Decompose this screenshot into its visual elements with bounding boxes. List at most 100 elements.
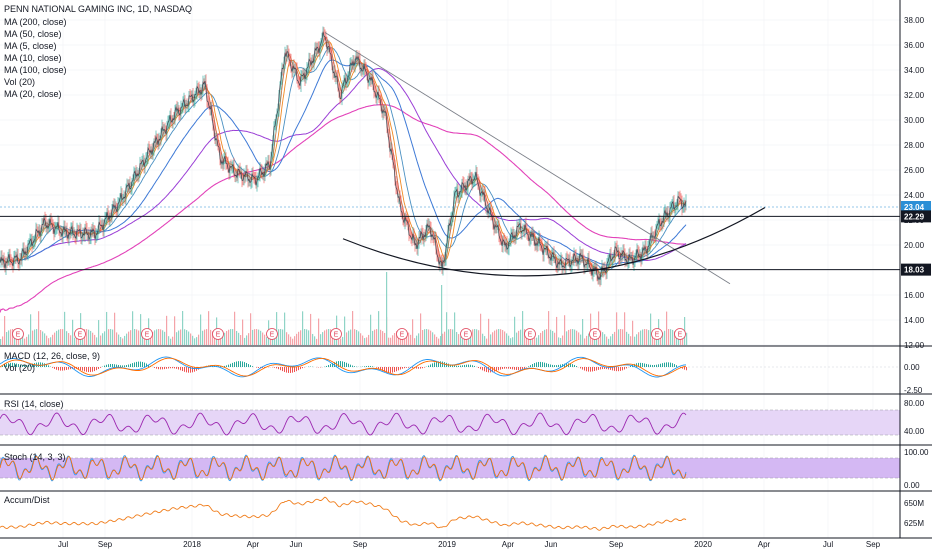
volume-bar <box>108 329 110 345</box>
macd-histogram-bar <box>588 367 589 372</box>
macd-histogram-bar <box>470 364 471 367</box>
volume-bar <box>220 337 222 345</box>
macd-histogram-bar <box>18 364 19 367</box>
volume-bar <box>8 330 10 345</box>
volume-bar <box>184 329 186 345</box>
macd-histogram-bar <box>134 362 135 367</box>
volume-bar <box>366 337 368 345</box>
macd-histogram-bar <box>82 367 83 371</box>
macd-histogram-bar <box>224 365 225 367</box>
volume-bar <box>388 337 390 345</box>
macd-histogram-bar <box>664 362 665 367</box>
volume-bar <box>392 335 394 345</box>
macd-histogram-bar <box>454 365 455 367</box>
macd-histogram-bar <box>614 367 615 371</box>
ma100-line <box>0 68 687 263</box>
legend-item-ma20: MA (20, close) <box>4 89 62 99</box>
macd-histogram-bar <box>354 366 355 367</box>
macd-histogram-bar <box>524 367 525 369</box>
volume-bar <box>54 332 56 345</box>
volume-bar <box>376 329 378 345</box>
macd-histogram-bar <box>570 363 571 367</box>
volume-bar <box>10 329 12 345</box>
macd-histogram-bar <box>458 365 459 367</box>
macd-histogram-bar <box>612 367 613 371</box>
macd-histogram-bar <box>256 367 257 368</box>
time-tick-label: 2020 <box>694 540 712 549</box>
price-tick-label: 36.00 <box>904 41 925 50</box>
volume-bar <box>138 330 140 345</box>
volume-bar <box>414 338 416 345</box>
volume-bar <box>26 336 28 345</box>
macd-histogram-bar <box>544 362 545 367</box>
volume-bar <box>584 338 586 345</box>
volume-bar <box>30 314 32 345</box>
macd-histogram-bar <box>480 367 481 370</box>
volume-bar <box>64 311 66 345</box>
macd-histogram-bar <box>680 367 681 368</box>
volume-bar <box>2 336 4 345</box>
macd-histogram-bar <box>190 367 191 373</box>
volume-bar <box>270 335 272 345</box>
stoch-pane: Stoch (14, 3, 3) 100.00 0.00 <box>0 444 932 490</box>
downtrend-line <box>324 32 731 285</box>
volume-bars <box>0 272 688 345</box>
macd-histogram-bar <box>634 363 635 367</box>
macd-histogram-bar <box>478 367 479 369</box>
volume-bar <box>578 332 580 345</box>
macd-histogram-bar <box>138 361 139 367</box>
earnings-marker <box>74 328 86 340</box>
volume-bar <box>482 333 484 345</box>
volume-bar <box>292 338 294 345</box>
volume-bar <box>228 329 230 345</box>
volume-bar <box>116 332 118 345</box>
macd-histogram-bar <box>594 367 595 372</box>
macd-histogram-bar <box>602 367 603 370</box>
volume-bar <box>514 316 516 345</box>
earnings-marker-label: E <box>678 332 683 339</box>
volume-bar <box>238 332 240 345</box>
volume-bar <box>444 331 446 345</box>
macd-histogram-bar <box>620 367 621 371</box>
volume-bar <box>650 313 652 345</box>
volume-bar <box>472 329 474 345</box>
volume-bar <box>374 329 376 345</box>
chart-legend: PENN NATIONAL GAMING INC, 1D, NASDAQ MA … <box>4 4 192 99</box>
volume-bar <box>576 330 578 345</box>
macd-histogram-bar <box>64 367 65 371</box>
macd-histogram-bar <box>422 367 423 369</box>
macd-histogram-bar <box>668 362 669 367</box>
earnings-marker-label: E <box>400 332 405 339</box>
volume-bar <box>550 329 552 345</box>
macd-histogram-bar <box>100 367 101 368</box>
macd-histogram-bar <box>554 365 555 367</box>
earnings-marker-label: E <box>593 332 598 339</box>
macd-histogram-bar <box>518 367 519 371</box>
volume-bar <box>500 329 502 345</box>
price-tick-label: 30.00 <box>904 116 925 125</box>
ma50-line <box>0 59 687 266</box>
volume-bar <box>438 338 440 345</box>
volume-bar <box>288 334 290 345</box>
macd-histogram-bar <box>88 367 89 373</box>
macd-histogram-bar <box>390 367 391 373</box>
volume-bar <box>52 334 54 345</box>
volume-bar <box>192 335 194 345</box>
macd-histogram-bar <box>278 367 279 370</box>
volume-bar <box>560 338 562 345</box>
macd-histogram-bar <box>180 367 181 371</box>
macd-histogram-bar <box>120 365 121 367</box>
volume-bar <box>600 330 602 345</box>
macd-histogram-bar <box>642 363 643 367</box>
volume-bar <box>4 316 6 345</box>
macd-histogram-bar <box>106 364 107 367</box>
macd-histogram-bar <box>536 362 537 367</box>
price-tick-label: 38.00 <box>904 16 925 25</box>
macd-histogram-bar <box>506 367 507 369</box>
volume-bar <box>378 311 380 345</box>
volume-bar <box>452 329 454 345</box>
macd-histogram-bar <box>184 367 185 372</box>
volume-bar <box>170 338 172 345</box>
macd-histogram-bar <box>194 367 195 372</box>
